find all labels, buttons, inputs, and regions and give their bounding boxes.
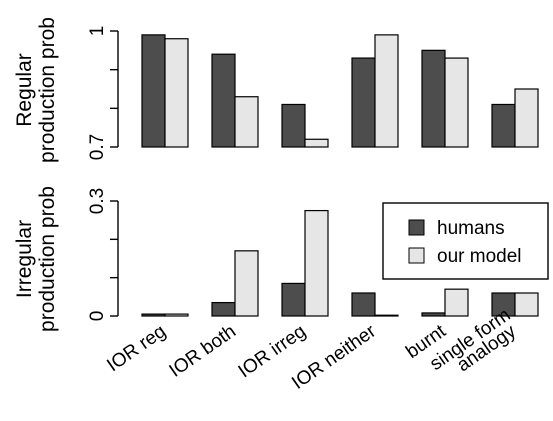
bar-humans (211, 53, 236, 148)
y-axis-label-line-1: Irregular (13, 220, 36, 298)
bar-our-model (164, 38, 189, 148)
bar-our-model (444, 57, 469, 148)
y-axis-label-regular: Regular production prob (13, 17, 59, 163)
legend-label-our-model: our model (437, 246, 522, 267)
legend-swatch-our-model (408, 247, 425, 264)
bar-humans (281, 282, 306, 317)
bar-our-model (304, 209, 329, 317)
bar-humans (281, 103, 306, 148)
bar-our-model (514, 292, 539, 317)
legend: humans our model (382, 202, 549, 280)
legend-label-humans: humans (437, 218, 505, 239)
x-axis-tick-label: IOR reg (103, 321, 170, 376)
bar-humans (351, 57, 376, 148)
x-axis-tick-label: IOR both (166, 321, 240, 382)
bar-humans (351, 292, 376, 317)
y-axis-tick-label: 0.3 (87, 188, 108, 214)
irregular-production-panel: 00.3 (87, 188, 539, 322)
legend-swatch-humans (408, 219, 425, 236)
y-axis-label-line-2: production prob (36, 186, 59, 332)
bar-humans (141, 34, 166, 148)
y-axis-label-irregular: Irregular production prob (13, 186, 59, 332)
bar-humans (421, 312, 446, 317)
bar-humans (421, 49, 446, 148)
y-axis-tick-label: 0 (87, 311, 108, 322)
bar-our-model (304, 138, 329, 148)
regular-production-panel: 0.71 (87, 26, 539, 160)
bar-our-model (444, 288, 469, 317)
bar-our-model (374, 34, 399, 148)
bar-humans (141, 313, 166, 317)
y-axis-label-line-2: production prob (36, 17, 59, 163)
bar-our-model (374, 314, 399, 317)
y-axis-label-line-1: Regular (13, 53, 36, 127)
y-axis-tick-label: 1 (87, 26, 108, 37)
y-axis-tick-label: 0.7 (87, 134, 108, 160)
bar-humans (491, 103, 516, 148)
legend-box (382, 202, 549, 280)
bar-our-model (164, 313, 189, 317)
bar-our-model (234, 96, 259, 148)
bar-our-model (234, 250, 259, 317)
bar-our-model (514, 88, 539, 148)
bar-humans (211, 301, 236, 317)
